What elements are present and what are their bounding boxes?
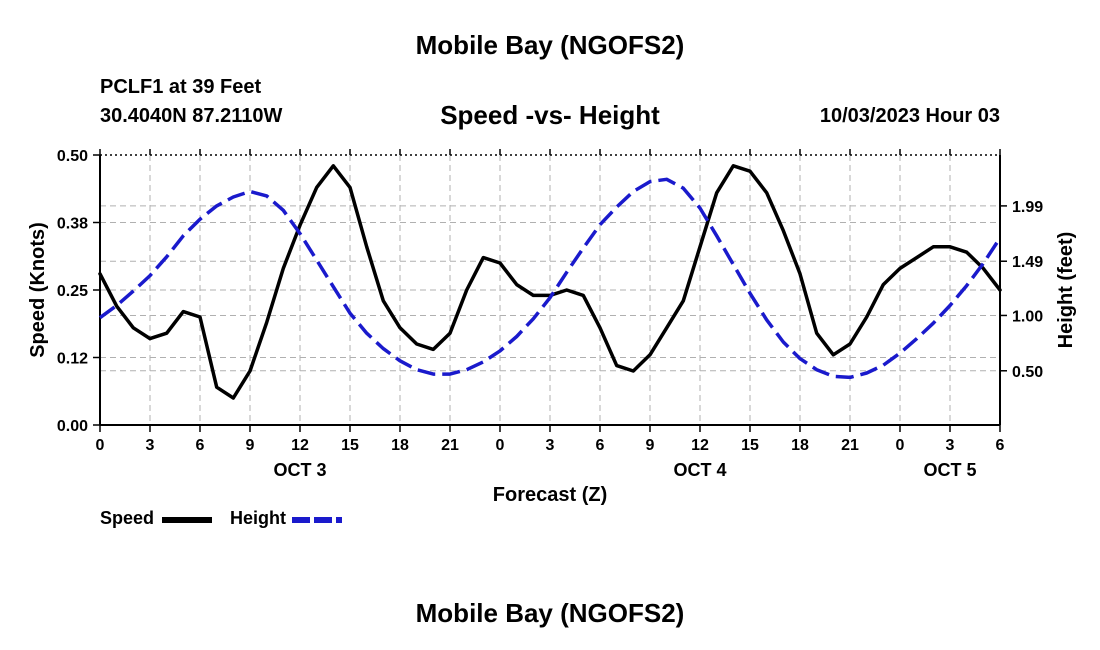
x-tick-label: 6 <box>596 437 605 454</box>
y-right-tick-label: 1.00 <box>1012 308 1043 325</box>
y-left-tick-label: 0.50 <box>57 148 88 165</box>
y-left-tick-label: 0.38 <box>57 216 88 233</box>
x-tick-label: 3 <box>146 437 155 454</box>
footer-title: Mobile Bay (NGOFS2) <box>415 598 685 628</box>
y-left-tick-label: 0.12 <box>57 351 88 368</box>
x-tick-label: 6 <box>996 437 1005 454</box>
y-right-tick-label: 0.50 <box>1012 364 1043 381</box>
date-label: OCT 4 <box>673 460 726 480</box>
y-left-axis-title: Speed (Knots) <box>27 222 49 358</box>
x-tick-label: 0 <box>96 437 105 454</box>
x-tick-label: 12 <box>291 437 309 454</box>
x-tick-label: 0 <box>896 437 905 454</box>
y-left-tick-label: 0.00 <box>57 418 88 435</box>
x-tick-label: 15 <box>741 437 759 454</box>
y-right-tick-label: 1.49 <box>1012 254 1043 271</box>
station-label: PCLF1 at 39 Feet <box>100 76 262 98</box>
x-tick-label: 9 <box>646 437 655 454</box>
x-tick-label: 0 <box>496 437 505 454</box>
legend-height-swatch <box>292 517 342 523</box>
legend-speed-label: Speed <box>100 508 155 528</box>
legend-height-label: Height <box>230 508 286 528</box>
y-left-tick-label: 0.25 <box>57 283 88 300</box>
x-tick-label: 15 <box>341 437 359 454</box>
x-tick-label: 3 <box>546 437 555 454</box>
x-tick-label: 18 <box>391 437 409 454</box>
height-series-line <box>98 177 1002 380</box>
chart-subtitle: Speed -vs- Height <box>440 100 660 130</box>
x-tick-label: 21 <box>841 437 859 454</box>
x-tick-label: 18 <box>791 437 809 454</box>
date-label: OCT 3 <box>273 460 326 480</box>
date-label: OCT 5 <box>923 460 976 480</box>
x-tick-label: 12 <box>691 437 709 454</box>
x-tick-label: 9 <box>246 437 255 454</box>
x-tick-label: 21 <box>441 437 459 454</box>
y-right-tick-label: 1.99 <box>1012 199 1043 216</box>
x-tick-label: 6 <box>196 437 205 454</box>
coordinates-label: 30.4040N 87.2110W <box>100 105 283 127</box>
x-axis-title: Forecast (Z) <box>493 484 607 506</box>
datetime-label: 10/03/2023 Hour 03 <box>819 105 1000 127</box>
chart-title: Mobile Bay (NGOFS2) <box>415 30 685 60</box>
y-right-axis-title: Height (feet) <box>1055 232 1077 349</box>
x-tick-label: 3 <box>946 437 955 454</box>
legend-speed-swatch <box>162 517 212 523</box>
